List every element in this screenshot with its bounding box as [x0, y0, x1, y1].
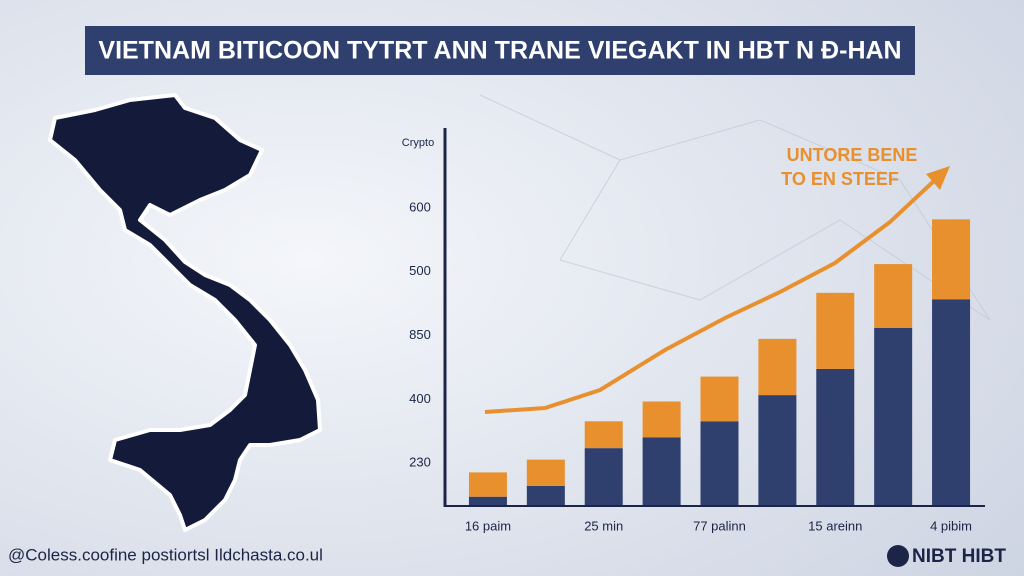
title-banner — [85, 26, 915, 75]
bar-segment — [642, 401, 681, 438]
bar-segment — [468, 496, 507, 505]
x-tick-label: 4 pibim — [930, 518, 972, 533]
chart-title: VIETNAM BITICOON TYTRT ANN TRANE VIEGAKT… — [98, 37, 901, 65]
bar-segment — [468, 472, 507, 497]
bar-segment — [874, 328, 913, 505]
vietnam-map — [48, 93, 322, 532]
logo-icon — [887, 545, 909, 567]
trend-arrow — [484, 178, 937, 414]
bar-segment — [816, 368, 855, 505]
x-tick-label: 15 areinn — [808, 518, 862, 533]
bar-segment — [526, 485, 565, 505]
y-axis-label: Crypto — [402, 137, 434, 149]
bar-segment — [642, 437, 681, 505]
bar-segment — [874, 264, 913, 329]
bar-segment — [758, 395, 797, 505]
bar-segment — [932, 219, 971, 300]
y-tick-label: 400 — [409, 391, 431, 406]
bar-segment — [584, 421, 623, 449]
y-tick-label: 600 — [409, 199, 431, 214]
bar-segment — [758, 338, 797, 396]
bar-segment — [700, 376, 739, 422]
x-tick-label: 25 min — [584, 518, 623, 533]
bar-segment — [526, 459, 565, 486]
x-tick-label: 77 palinn — [693, 518, 746, 533]
annotation: UNTORE BENE — [787, 145, 918, 165]
y-tick-label: 230 — [409, 454, 431, 469]
y-tick-label: 500 — [409, 263, 431, 278]
x-tick-label: 16 paim — [465, 518, 511, 533]
bar-segment — [700, 421, 739, 505]
credit: @Coless.coofine postiortsl Ildchasta.co.… — [8, 545, 323, 564]
annotation: TO EN STEEF — [781, 169, 899, 189]
bar-segment — [932, 299, 971, 505]
y-tick-label: 850 — [409, 327, 431, 342]
logo: NIBT HIBT — [912, 546, 1006, 567]
bar-segment — [816, 292, 855, 369]
bar-segment — [584, 448, 623, 505]
arrow-head — [926, 166, 950, 190]
